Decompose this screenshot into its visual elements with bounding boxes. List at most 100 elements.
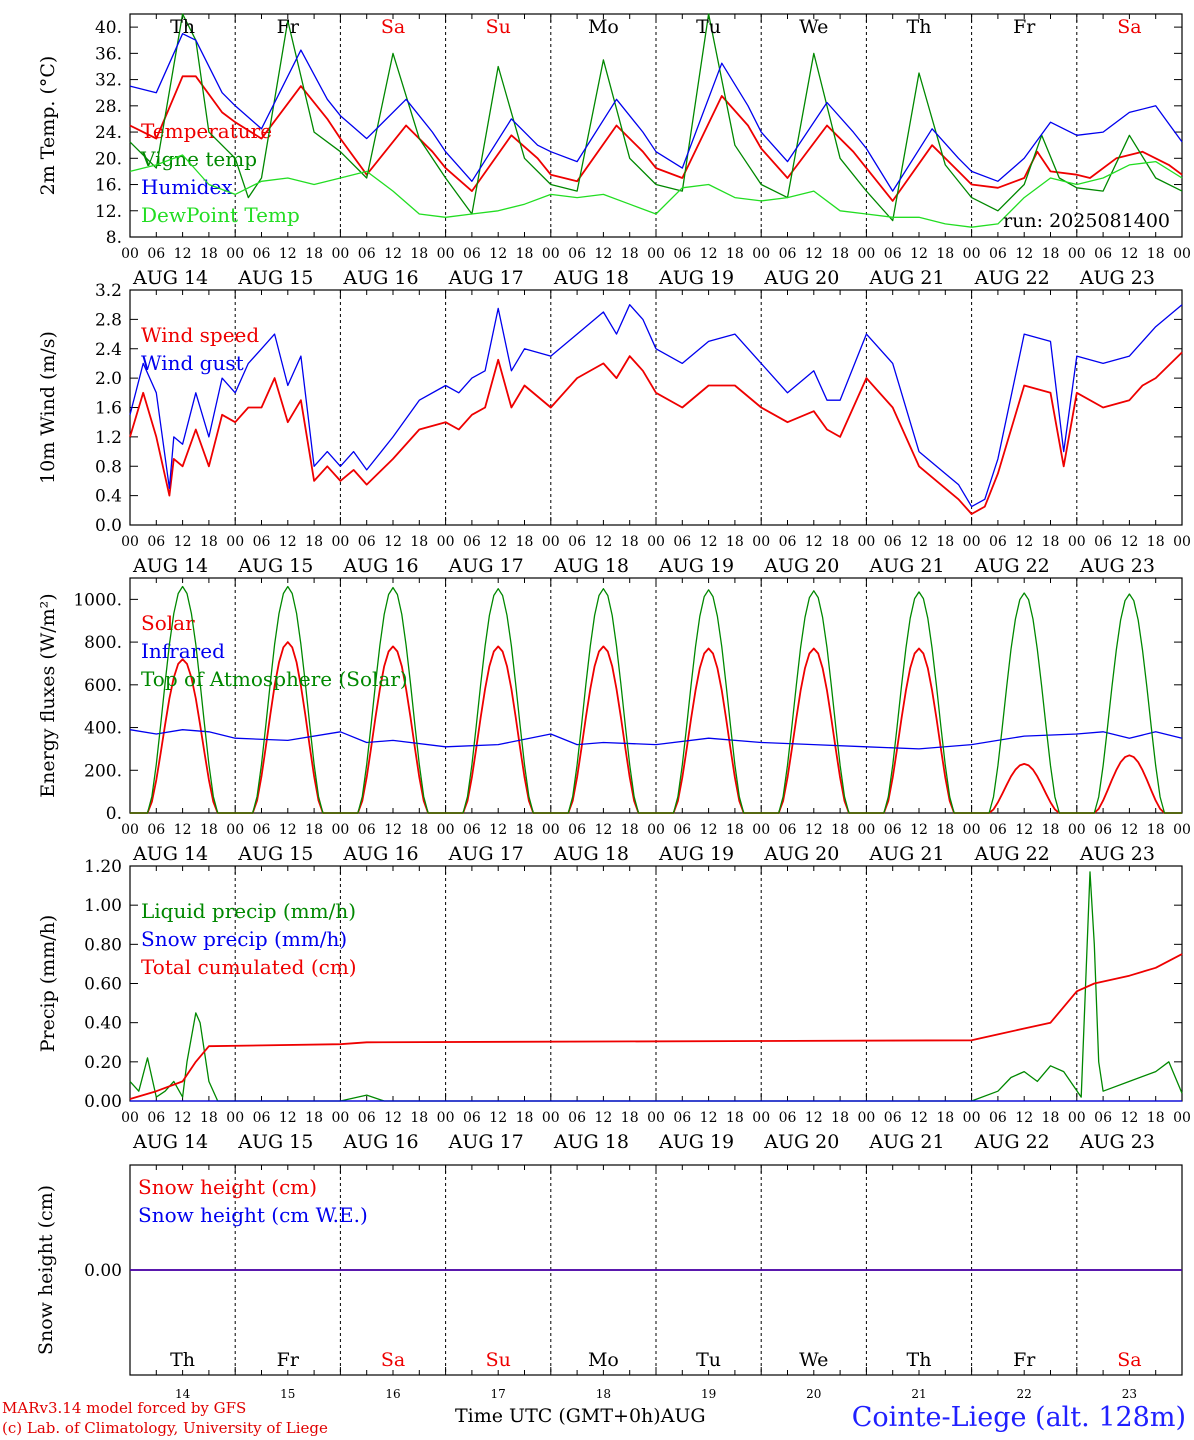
day-abbr-label: Sa bbox=[1117, 16, 1141, 38]
day-abbr-label: Th bbox=[170, 16, 195, 38]
y-axis-label: Snow height (cm) bbox=[35, 1185, 57, 1355]
hour-tick-label: 06 bbox=[147, 822, 165, 838]
hour-tick-label: 12 bbox=[279, 1110, 297, 1126]
hour-tick-label: 12 bbox=[910, 246, 928, 262]
hour-tick-label: 12 bbox=[489, 246, 507, 262]
hour-tick-label: 06 bbox=[358, 246, 376, 262]
y-tick-label: 24. bbox=[95, 123, 122, 143]
legend-entry: Liquid precip (mm/h) bbox=[141, 899, 356, 923]
date-label: AUG 20 bbox=[763, 1131, 839, 1153]
date-label: AUG 20 bbox=[763, 267, 839, 289]
day-number-label: 18 bbox=[596, 1387, 611, 1401]
date-label: AUG 16 bbox=[342, 267, 418, 289]
date-label: AUG 18 bbox=[553, 555, 629, 577]
hour-tick-label: 18 bbox=[200, 246, 218, 262]
day-abbr-label: Fr bbox=[277, 1349, 300, 1371]
y-tick-label: 1.2 bbox=[95, 428, 122, 448]
hour-tick-label: 18 bbox=[621, 1110, 639, 1126]
y-axis-label: 2m Temp. (°C) bbox=[37, 56, 59, 196]
series-line-wind-speed bbox=[129, 351, 1183, 515]
day-abbr-label: Th bbox=[907, 16, 932, 38]
date-label: AUG 19 bbox=[658, 843, 734, 865]
hour-tick-label: 00 bbox=[1173, 822, 1191, 838]
hour-tick-label: 00 bbox=[647, 246, 665, 262]
y-tick-label: 28. bbox=[95, 97, 122, 117]
hour-tick-label: 12 bbox=[700, 822, 718, 838]
hour-tick-label: 00 bbox=[752, 1110, 770, 1126]
hour-tick-label: 18 bbox=[936, 1110, 954, 1126]
hour-tick-label: 00 bbox=[331, 822, 349, 838]
hour-tick-label: 06 bbox=[884, 1110, 902, 1126]
hour-tick-label: 00 bbox=[226, 822, 244, 838]
day-abbr-label: We bbox=[799, 16, 828, 38]
day-number-label: 22 bbox=[1017, 1387, 1032, 1401]
legend-entry: Top of Atmosphere (Solar) bbox=[141, 667, 408, 691]
y-axis-label: Energy fluxes (W/m²) bbox=[37, 593, 59, 797]
day-number-label: 17 bbox=[491, 1387, 506, 1401]
hour-tick-label: 12 bbox=[910, 822, 928, 838]
hour-tick-label: 06 bbox=[989, 246, 1007, 262]
date-label: AUG 18 bbox=[553, 843, 629, 865]
hour-tick-label: 00 bbox=[752, 534, 770, 550]
y-tick-label: 0.00 bbox=[84, 1261, 122, 1281]
date-label: AUG 21 bbox=[868, 267, 944, 289]
hour-tick-label: 00 bbox=[857, 822, 875, 838]
hour-tick-label: 12 bbox=[805, 1110, 823, 1126]
day-number-label: 14 bbox=[175, 1387, 191, 1401]
day-number-label: 21 bbox=[911, 1387, 926, 1401]
hour-tick-label: 00 bbox=[963, 534, 981, 550]
hour-tick-label: 18 bbox=[726, 246, 744, 262]
day-abbr-label: Th bbox=[170, 1349, 195, 1371]
day-abbr-label: Sa bbox=[1117, 1349, 1141, 1371]
day-abbr-label: We bbox=[799, 1349, 828, 1371]
day-abbr-label: Fr bbox=[1013, 1349, 1036, 1371]
date-label: AUG 23 bbox=[1079, 843, 1155, 865]
hour-tick-label: 12 bbox=[384, 246, 402, 262]
hour-tick-label: 18 bbox=[936, 534, 954, 550]
hour-tick-label: 18 bbox=[516, 246, 534, 262]
run-annotation: run: 2025081400 bbox=[1003, 210, 1170, 232]
date-label: AUG 16 bbox=[342, 555, 418, 577]
hour-tick-label: 18 bbox=[831, 1110, 849, 1126]
hour-tick-label: 00 bbox=[331, 1110, 349, 1126]
hour-tick-label: 06 bbox=[779, 1110, 797, 1126]
date-label: AUG 22 bbox=[974, 267, 1050, 289]
date-label: AUG 14 bbox=[132, 843, 208, 865]
month-label: AUG bbox=[660, 1405, 706, 1427]
day-abbr-label: Su bbox=[486, 1349, 511, 1371]
legend-entry: Snow height (cm) bbox=[138, 1175, 317, 1199]
hour-tick-label: 00 bbox=[1068, 246, 1086, 262]
date-label: AUG 19 bbox=[658, 555, 734, 577]
hour-tick-label: 06 bbox=[568, 822, 586, 838]
hour-tick-label: 06 bbox=[989, 534, 1007, 550]
hour-tick-label: 12 bbox=[594, 246, 612, 262]
hour-tick-label: 00 bbox=[121, 534, 139, 550]
hour-tick-label: 18 bbox=[1147, 822, 1165, 838]
y-tick-label: 0. bbox=[106, 804, 122, 824]
hour-tick-label: 00 bbox=[1173, 246, 1191, 262]
hour-tick-label: 06 bbox=[884, 822, 902, 838]
hour-tick-label: 12 bbox=[700, 534, 718, 550]
day-abbr-label: Tu bbox=[696, 16, 721, 38]
hour-tick-label: 12 bbox=[910, 1110, 928, 1126]
date-label: AUG 14 bbox=[132, 1131, 208, 1153]
hour-tick-label: 06 bbox=[1094, 246, 1112, 262]
hour-tick-label: 18 bbox=[516, 534, 534, 550]
hour-tick-label: 18 bbox=[936, 246, 954, 262]
hour-tick-label: 00 bbox=[121, 822, 139, 838]
series-line-humidex bbox=[129, 33, 1183, 192]
legend-entry: Total cumulated (cm) bbox=[141, 955, 357, 979]
hour-tick-label: 12 bbox=[384, 822, 402, 838]
y-tick-label: 20. bbox=[95, 149, 122, 169]
date-label: AUG 22 bbox=[974, 1131, 1050, 1153]
date-label: AUG 15 bbox=[237, 1131, 313, 1153]
hour-tick-label: 00 bbox=[542, 1110, 560, 1126]
model-credit: MARv3.14 model forced by GFS bbox=[2, 1399, 247, 1417]
hour-tick-label: 12 bbox=[279, 246, 297, 262]
hour-tick-label: 00 bbox=[963, 822, 981, 838]
y-tick-label: 1.20 bbox=[84, 857, 122, 877]
hour-tick-label: 18 bbox=[621, 246, 639, 262]
hour-tick-label: 12 bbox=[489, 1110, 507, 1126]
y-tick-label: 800. bbox=[84, 633, 122, 653]
